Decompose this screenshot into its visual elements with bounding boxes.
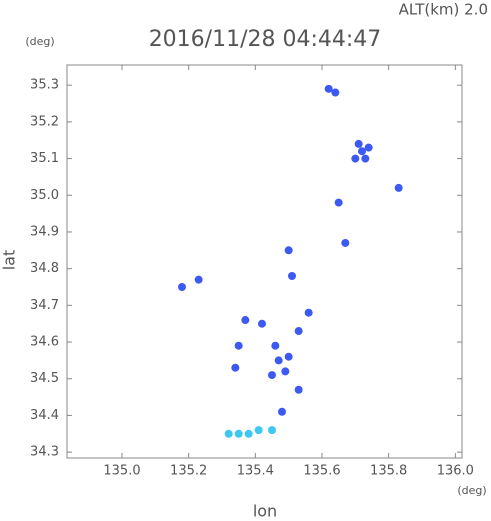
x-unit: (deg): [457, 484, 486, 497]
altitude-label: ALT(km) 2.0: [399, 1, 488, 19]
echo-point: [324, 84, 333, 93]
echo-point: [358, 147, 366, 156]
echo-point: [274, 356, 283, 365]
echo-point: [234, 429, 243, 438]
echo-point: [304, 308, 313, 317]
echo-point: [268, 371, 276, 380]
y-axis-label: lat: [0, 250, 19, 271]
echo-point: [268, 426, 276, 435]
echo-point: [294, 327, 303, 336]
echo-point: [294, 385, 303, 394]
x-tick-label: 135.6: [303, 464, 340, 479]
echo-point: [394, 183, 403, 192]
echo-point: [288, 271, 296, 280]
y-tick-label: 34.6: [30, 335, 59, 350]
echo-point: [258, 319, 266, 328]
plot-frame: [66, 64, 463, 459]
echo-point: [194, 275, 203, 284]
echo-point: [241, 316, 250, 325]
y-tick-label: 34.4: [30, 408, 59, 423]
echo-point: [284, 246, 293, 255]
chart-title: 2016/11/28 04:44:47: [149, 27, 382, 52]
echo-point: [351, 154, 360, 163]
echo-point: [178, 283, 186, 292]
echo-point: [341, 238, 350, 247]
y-tick-label: 35.1: [30, 151, 59, 166]
y-tick-label: 34.5: [30, 371, 59, 386]
echo-point: [224, 429, 233, 438]
echo-point: [364, 143, 373, 152]
y-unit: (deg): [25, 35, 54, 48]
echo-point: [254, 426, 263, 435]
echo-point: [334, 198, 343, 207]
echo-point: [361, 154, 370, 163]
echo-point: [354, 139, 363, 148]
echo-point: [244, 429, 253, 438]
y-tick-label: 35.0: [30, 188, 59, 203]
echo-point: [331, 88, 340, 97]
x-tick-label: 135.8: [370, 464, 407, 479]
y-tick-label: 34.3: [30, 445, 59, 460]
y-tick-label: 34.9: [30, 224, 59, 239]
echo-point: [234, 341, 243, 350]
x-tick-label: 135.4: [237, 464, 274, 479]
y-tick-label: 34.7: [30, 298, 59, 313]
x-tick-label: 135.0: [103, 464, 140, 479]
echo-point: [284, 352, 293, 361]
x-tick-label: 135.2: [170, 464, 207, 479]
y-tick-label: 35.2: [30, 114, 59, 129]
echo-point: [278, 407, 286, 416]
y-tick-label: 35.3: [30, 78, 59, 93]
x-axis-label: lon: [253, 502, 277, 521]
y-tick-label: 34.8: [30, 261, 59, 276]
x-tick-label: 136.0: [437, 464, 474, 479]
echo-point: [281, 367, 290, 376]
echo-point: [231, 363, 240, 372]
echo-point: [271, 341, 280, 350]
